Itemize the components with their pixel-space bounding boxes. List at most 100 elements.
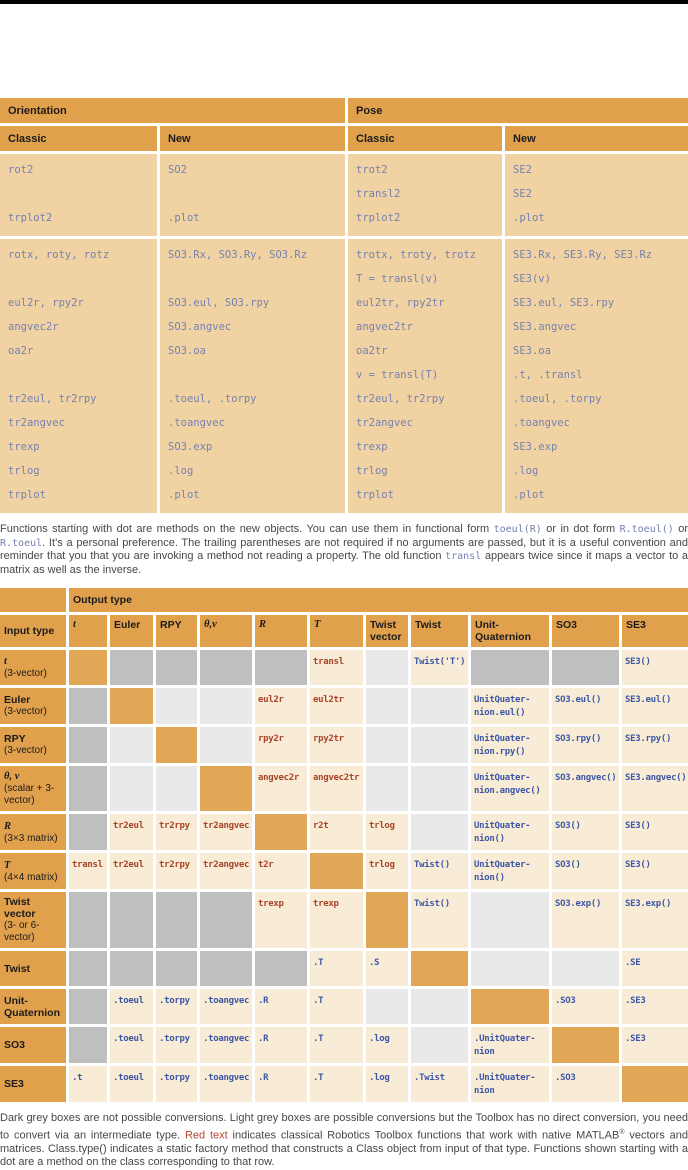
conversion-function-cell: SE3.eul() <box>622 688 688 724</box>
conversion-function-cell: SO3() <box>552 814 619 850</box>
conversion-function-cell: .R <box>255 989 307 1024</box>
classic-function-text: transl <box>72 860 103 870</box>
not-possible-cell <box>69 892 107 948</box>
method-function-text: .R <box>258 1073 269 1083</box>
not-possible-cell <box>156 951 197 986</box>
row-header-label: Euler <box>4 694 31 706</box>
code-text: SO3.exp <box>168 441 213 453</box>
matrix-row: θ, v (scalar + 3-vector) angvec2r angvec2tr… <box>0 766 688 811</box>
code-text: SE3.exp <box>513 441 558 453</box>
output-col-header--v: θ,v <box>200 615 252 647</box>
conversion-function-cell: .UnitQuater- nion <box>471 1027 549 1063</box>
output-col-header-r: R <box>255 615 307 647</box>
paragraph-text: indicates classical Robotics Toolbox fun… <box>227 1129 620 1142</box>
code-text: eul2r, rpy2r <box>8 297 84 309</box>
conversion-function-cell: tr2eul <box>110 814 153 850</box>
code-text: trexp <box>8 441 40 453</box>
blank-line <box>168 267 337 291</box>
conversion-function-cell: UnitQuater- nion() <box>471 814 549 850</box>
method-function-text: .torpy <box>159 1073 190 1083</box>
method-function-text: .UnitQuater- nion <box>474 1034 536 1057</box>
code-text: trlog <box>8 465 40 477</box>
code-text: .toeul, .torpy <box>513 393 602 405</box>
conversion-function-cell: .toeul <box>110 1027 153 1063</box>
matrix-row: T (4×4 matrix) transl tr2eul tr2rpy tr2angvec… <box>0 853 688 889</box>
code-text: trplot2 <box>356 212 401 224</box>
method-function-text: .SE3 <box>625 1034 646 1044</box>
method-function-text: .t <box>72 1073 83 1083</box>
not-possible-cell <box>69 727 107 763</box>
function-list-cell: SO2 .plot <box>160 154 346 236</box>
not-possible-cell <box>69 989 107 1024</box>
method-function-text: SE3.rpy() <box>625 734 672 744</box>
method-function-text: SE3.angvec() <box>625 773 687 783</box>
indirect-conversion-cell <box>366 766 408 811</box>
conversion-function-cell: Twist() <box>411 853 468 889</box>
code-text: oa2r <box>8 345 34 357</box>
indirect-conversion-cell <box>411 727 468 763</box>
classic-function-text: rpy2r <box>258 734 284 744</box>
matrix-row: t (3-vector) transl Twist('T') SE3() <box>0 650 688 685</box>
conversion-function-cell: SE3.exp() <box>622 892 688 948</box>
method-function-text: SE3() <box>625 657 651 667</box>
red-text-label: Red text <box>184 1129 228 1142</box>
code-text: .log <box>513 465 539 477</box>
classic-function-text: t2r <box>258 860 274 870</box>
code-text: SE3(v) <box>513 273 551 285</box>
conversion-function-cell: transl <box>310 650 363 685</box>
conversion-function-cell: Twist('T') <box>411 650 468 685</box>
classic-function-text: eul2tr <box>313 695 344 705</box>
row-header-sublabel: (3×3 matrix) <box>4 832 58 844</box>
matrix-row: SE3 .t .toeul .torpy .toangvec .R .T .log .Twist… <box>0 1066 688 1102</box>
row-header-sublabel: (4×4 matrix) <box>4 871 58 883</box>
code-text: SO3.angvec <box>168 321 232 333</box>
conversion-function-cell: .toeul <box>110 989 153 1024</box>
classic-function-text: tr2angvec <box>203 821 250 831</box>
method-function-text: .torpy <box>159 1034 190 1044</box>
page-top-rule <box>0 0 688 4</box>
corner-cell <box>0 588 66 612</box>
row-header-sublabel: (3-vector) <box>4 668 47 679</box>
row-header-sublabel: (3-vector) <box>4 706 47 717</box>
column-header-new-3: New <box>505 126 688 151</box>
classic-function-text: tr2eul <box>113 821 144 831</box>
conversion-function-cell: .torpy <box>156 1027 197 1063</box>
method-function-text: Twist('T') <box>414 657 466 667</box>
classic-function-text: tr2rpy <box>159 860 190 870</box>
code-text: SO3.oa <box>168 345 206 357</box>
method-function-text: SE3.eul() <box>625 695 672 705</box>
conversion-matrix-table: Output type Input type t Euler RPY θ,v R T Twist… <box>0 585 688 1105</box>
matrix-row: Unit-Quaternion .toeul .torpy .toangvec .R .T… <box>0 989 688 1024</box>
row-header-sublabel: (scalar + 3-vector) <box>4 783 55 806</box>
conversion-function-cell: UnitQuater- nion() <box>471 853 549 889</box>
conversion-function-cell: eul2r <box>255 688 307 724</box>
matrix-row: Twist vector (3- or 6-vector) trexp trexp Tw… <box>0 892 688 948</box>
same-type-cell <box>110 688 153 724</box>
conversion-function-cell: SO3.eul() <box>552 688 619 724</box>
blank-line <box>8 363 149 387</box>
function-list-cell: rotx, roty, rotz eul2r, rpy2r angvec2r oa2r… <box>0 239 157 513</box>
row-header-label: SO3 <box>4 1039 26 1051</box>
method-function-text: .toeul <box>113 1034 144 1044</box>
method-function-text: .T <box>313 1073 324 1083</box>
code-text: tr2angvec <box>356 417 413 429</box>
indirect-conversion-cell <box>411 989 468 1024</box>
matrix-row: RPY (3-vector) rpy2r rpy2tr UnitQuater- nion… <box>0 727 688 763</box>
conversion-function-cell: .log <box>366 1066 408 1102</box>
method-function-text: .toangvec <box>203 996 250 1006</box>
table-row: rot2 trplot2 SO2 .plot trot2 transl2 trplot2 SE… <box>0 154 688 236</box>
code-text: rot2 <box>8 164 34 176</box>
function-list-cell: SO3.Rx, SO3.Ry, SO3.Rz SO3.eul, SO3.rpy SO… <box>160 239 346 513</box>
conversion-function-cell: SE3.angvec() <box>622 766 688 811</box>
method-function-text: SO3() <box>555 860 581 870</box>
row-header-label: SE3 <box>4 1078 24 1090</box>
same-type-cell <box>471 989 549 1024</box>
code-text: .toeul, .torpy <box>168 393 257 405</box>
code-text: SE3.Rx, SE3.Ry, SE3.Rz <box>513 249 653 261</box>
output-type-header: Output type <box>69 588 688 612</box>
conversion-function-cell: rpy2tr <box>310 727 363 763</box>
conversion-function-cell: .SO3 <box>552 1066 619 1102</box>
same-type-cell <box>69 650 107 685</box>
conversion-function-cell: SO3() <box>552 853 619 889</box>
conversion-function-cell: tr2rpy <box>156 853 197 889</box>
